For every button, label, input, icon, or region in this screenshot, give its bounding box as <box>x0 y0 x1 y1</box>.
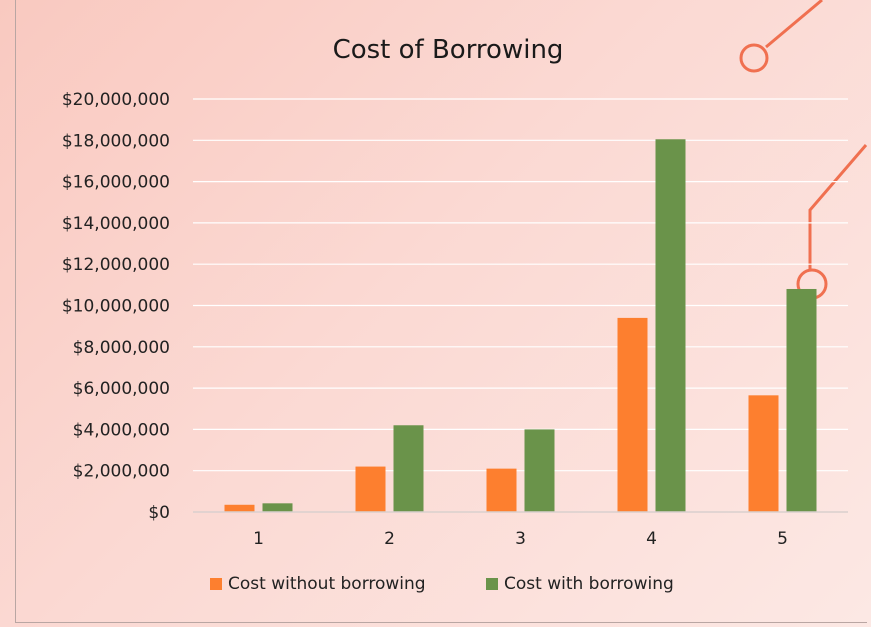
x-tick-label: 3 <box>515 529 526 549</box>
legend-swatch <box>486 578 498 590</box>
bar-without-borrowing <box>486 468 517 512</box>
y-tick-label: $18,000,000 <box>62 131 170 151</box>
y-tick-label: $0 <box>148 503 170 523</box>
x-tick-label: 5 <box>777 529 788 549</box>
bars <box>224 139 817 512</box>
x-axis-tick-labels: 1 2 3 4 5 <box>253 529 788 549</box>
legend-label: Cost without borrowing <box>228 574 426 594</box>
x-tick-label: 2 <box>384 529 395 549</box>
bar-without-borrowing <box>617 317 648 512</box>
bar-without-borrowing <box>355 466 386 512</box>
bar-without-borrowing <box>748 395 779 512</box>
bar-without-borrowing <box>224 504 255 512</box>
gridlines <box>193 98 848 472</box>
circuit-line-top <box>765 0 823 49</box>
chart-title: Cost of Borrowing <box>333 35 564 65</box>
circuit-line-right <box>808 144 868 270</box>
bar-with-borrowing <box>262 503 293 512</box>
legend-swatch <box>210 578 222 590</box>
bar-with-borrowing <box>524 429 555 512</box>
decorative-circuit-lines <box>739 0 868 300</box>
y-tick-label: $6,000,000 <box>73 379 170 399</box>
y-tick-label: $10,000,000 <box>62 297 170 317</box>
y-tick-label: $2,000,000 <box>73 462 170 482</box>
y-tick-label: $16,000,000 <box>62 173 170 193</box>
y-tick-label: $20,000,000 <box>62 90 170 110</box>
bar-with-borrowing <box>393 425 424 512</box>
legend-label: Cost with borrowing <box>504 574 674 594</box>
bar-with-borrowing <box>786 288 817 512</box>
chart-frame <box>15 0 867 623</box>
y-tick-label: $8,000,000 <box>73 338 170 358</box>
y-tick-label: $14,000,000 <box>62 214 170 234</box>
y-tick-label: $4,000,000 <box>73 420 170 440</box>
x-tick-label: 4 <box>646 529 657 549</box>
legend: Cost without borrowing Cost with borrowin… <box>210 574 674 594</box>
x-tick-label: 1 <box>253 529 264 549</box>
bar-with-borrowing <box>655 139 686 512</box>
y-tick-label: $12,000,000 <box>62 255 170 275</box>
y-axis-tick-labels: $0 $2,000,000 $4,000,000 $6,000,000 $8,000,0… <box>62 90 170 523</box>
circuit-node-top <box>739 43 769 73</box>
